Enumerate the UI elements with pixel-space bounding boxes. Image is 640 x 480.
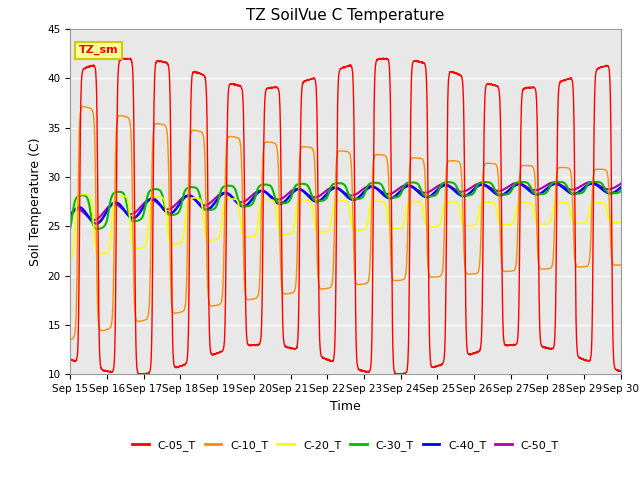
C-05_T <box>67 356 74 362</box>
C-20_T <box>162 208 170 214</box>
C-20_T <box>301 197 309 203</box>
C-50_T <box>162 206 170 212</box>
C-05_T <box>547 346 555 352</box>
C-05_T <box>278 221 285 227</box>
Line: C-50_T: C-50_T <box>70 182 621 220</box>
C-10_T <box>547 265 555 271</box>
C-10_T <box>606 227 614 232</box>
C-05_T <box>380 55 387 61</box>
C-10_T <box>79 104 87 109</box>
C-40_T <box>67 214 74 219</box>
C-50_T <box>90 217 98 223</box>
Line: C-30_T: C-30_T <box>70 182 621 229</box>
Line: C-05_T: C-05_T <box>70 58 621 375</box>
C-40_T <box>547 182 555 188</box>
C-20_T <box>79 192 87 197</box>
C-20_T <box>129 244 137 250</box>
C-40_T <box>607 191 614 196</box>
C-50_T <box>129 211 137 216</box>
C-20_T <box>67 255 74 261</box>
Text: TZ_sm: TZ_sm <box>79 45 118 55</box>
C-05_T <box>617 368 625 374</box>
X-axis label: Time: Time <box>330 400 361 413</box>
Line: C-20_T: C-20_T <box>70 194 621 258</box>
C-10_T <box>617 262 625 268</box>
C-05_T <box>607 92 614 97</box>
C-40_T <box>301 190 309 196</box>
C-50_T <box>301 190 309 196</box>
Y-axis label: Soil Temperature (C): Soil Temperature (C) <box>29 137 42 266</box>
C-10_T <box>129 256 137 262</box>
C-50_T <box>617 181 625 187</box>
C-40_T <box>278 201 285 206</box>
C-20_T <box>278 231 285 237</box>
C-30_T <box>301 181 309 187</box>
Title: TZ SoilVue C Temperature: TZ SoilVue C Temperature <box>246 9 445 24</box>
C-10_T <box>301 144 309 150</box>
C-30_T <box>93 226 101 232</box>
C-50_T <box>278 196 285 202</box>
C-20_T <box>547 216 555 222</box>
C-50_T <box>607 186 614 192</box>
C-30_T <box>129 218 137 224</box>
C-30_T <box>162 208 170 214</box>
C-50_T <box>547 180 555 186</box>
C-20_T <box>617 219 625 225</box>
C-40_T <box>617 185 625 191</box>
Legend: C-05_T, C-10_T, C-20_T, C-30_T, C-40_T, C-50_T: C-05_T, C-10_T, C-20_T, C-30_T, C-40_T, … <box>128 435 563 455</box>
Line: C-10_T: C-10_T <box>70 107 621 340</box>
C-30_T <box>591 179 599 185</box>
C-30_T <box>617 188 625 193</box>
C-30_T <box>547 182 555 188</box>
C-10_T <box>162 124 170 130</box>
C-50_T <box>586 180 594 185</box>
C-05_T <box>394 372 402 378</box>
C-05_T <box>162 60 170 66</box>
C-05_T <box>301 78 309 84</box>
C-30_T <box>278 201 285 206</box>
Line: C-40_T: C-40_T <box>70 184 621 224</box>
C-10_T <box>67 337 74 343</box>
C-40_T <box>162 209 170 215</box>
C-40_T <box>92 221 100 227</box>
C-30_T <box>607 190 614 196</box>
C-40_T <box>129 215 137 221</box>
C-30_T <box>67 225 74 230</box>
C-05_T <box>129 81 137 86</box>
C-20_T <box>606 219 614 225</box>
C-10_T <box>278 283 285 289</box>
C-50_T <box>67 211 74 217</box>
C-40_T <box>588 181 596 187</box>
